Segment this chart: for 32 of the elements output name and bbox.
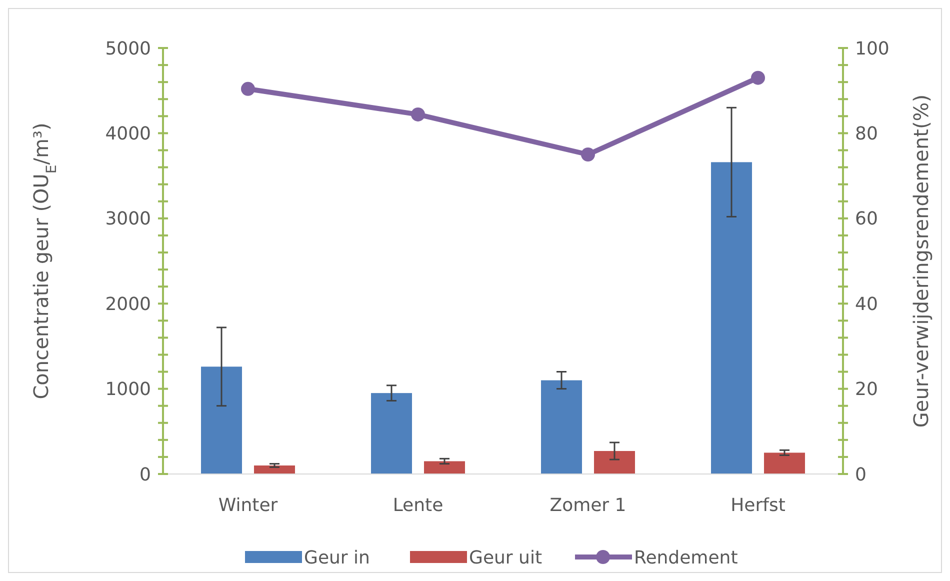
y2-tick-label: 100 bbox=[855, 38, 890, 60]
point bbox=[751, 70, 765, 85]
y-tick-label: 4000 bbox=[105, 124, 151, 144]
y2-axis-title: Geur-verwijderingsrendement(%) bbox=[909, 94, 933, 428]
x-tick-label: Lente bbox=[392, 495, 444, 516]
bar bbox=[594, 450, 635, 474]
legend-label: Rendement bbox=[634, 547, 738, 568]
bar bbox=[254, 465, 295, 474]
y2-tick-label: 60 bbox=[855, 208, 878, 230]
legend-label: Geur uit bbox=[469, 547, 542, 568]
y-tick-label: 1000 bbox=[105, 379, 151, 400]
y-tick-label: 3000 bbox=[105, 208, 151, 230]
bar bbox=[541, 380, 582, 474]
bar bbox=[201, 366, 242, 474]
y2-tick-label: 0 bbox=[855, 464, 866, 486]
bar bbox=[764, 452, 805, 474]
y2-tick-label: 40 bbox=[855, 294, 878, 315]
x-tick-label: Zomer 1 bbox=[550, 495, 626, 516]
point bbox=[241, 82, 255, 96]
y-tick-label: 0 bbox=[140, 464, 151, 486]
y2-tick-label: 80 bbox=[855, 124, 878, 144]
y-tick-label: 5000 bbox=[105, 38, 151, 60]
bar bbox=[371, 393, 412, 474]
x-tick-label: Winter bbox=[218, 495, 278, 516]
y2-tick-label: 20 bbox=[855, 379, 878, 400]
point bbox=[411, 107, 425, 122]
x-tick-label: Herfst bbox=[730, 495, 786, 516]
bar bbox=[424, 461, 465, 474]
bar bbox=[711, 162, 752, 474]
y-tick-label: 2000 bbox=[105, 294, 151, 315]
point bbox=[581, 148, 595, 162]
legend-label: Geur in bbox=[304, 547, 370, 568]
